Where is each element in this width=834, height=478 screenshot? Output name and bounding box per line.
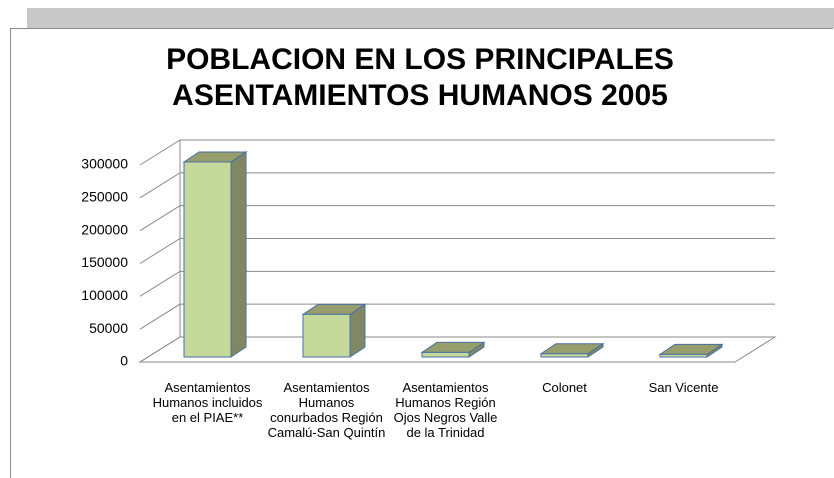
chart-title: POBLACION EN LOS PRINCIPALES ASENTAMIENT… — [166, 43, 674, 112]
bar-side — [230, 151, 247, 358]
x-tick-label: San Vicente — [648, 380, 719, 395]
bar — [421, 351, 470, 358]
chart-frame — [10, 28, 833, 478]
x-tick-label: Asentamientos Humanos incluidos en el PI… — [152, 380, 263, 425]
y-tick-label: 200000 — [81, 221, 128, 237]
y-tick-label: 300000 — [81, 156, 128, 172]
y-tick-label: 150000 — [81, 254, 128, 270]
x-tick-label: Asentamientos Humanos conurbados Región … — [267, 380, 386, 440]
bar — [540, 353, 589, 358]
bar — [302, 313, 351, 358]
y-tick-label: 250000 — [81, 189, 128, 205]
top-bar — [27, 8, 834, 28]
y-tick-label: 0 — [120, 353, 128, 369]
x-tick-label: Asentamientos Humanos Región Ojos Negros… — [393, 380, 498, 440]
x-tick-label: Colonet — [542, 380, 587, 395]
y-tick-label: 50000 — [89, 320, 128, 336]
bar — [659, 353, 708, 358]
y-tick-label: 100000 — [81, 287, 128, 303]
bar — [183, 161, 232, 358]
